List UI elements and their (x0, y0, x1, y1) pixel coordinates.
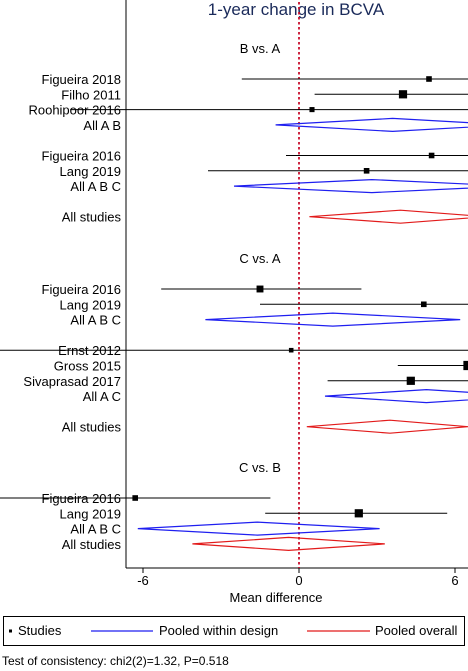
pooled-design-diamond (233, 178, 468, 194)
row-label: Figueira 2016 (42, 282, 122, 297)
row-label: All studies (62, 210, 122, 225)
row-label: All A B (83, 118, 121, 133)
study-point (426, 76, 432, 82)
pooled-overall-diamond (309, 209, 468, 224)
study-point (354, 509, 363, 518)
study-point (132, 495, 138, 501)
study-point (428, 152, 435, 159)
row-label: All A B C (70, 522, 121, 537)
chart-title: 1-year change in BCVA (208, 0, 385, 19)
study-point (256, 285, 264, 293)
row-label: Lang 2019 (60, 297, 121, 312)
study-point (309, 107, 315, 113)
row-label: Lang 2019 (60, 506, 121, 521)
row-label: Lang 2019 (60, 164, 121, 179)
pooled-design-diamond (205, 312, 461, 327)
section-header: C vs. B (239, 460, 281, 475)
row-label: Gross 2015 (54, 359, 121, 374)
pooled-design-diamond (137, 521, 380, 536)
legend: Studies Pooled within design Pooled over… (3, 616, 465, 646)
x-tick-label: 0 (295, 573, 302, 588)
x-tick-label: 6 (451, 573, 458, 588)
pooled-overall-diamond (192, 536, 385, 552)
pooled-design-diamond (324, 388, 468, 404)
section-header: C vs. A (239, 251, 281, 266)
row-label: Filho 2011 (61, 87, 121, 102)
pooled-overall-diamond (306, 419, 468, 434)
row-label: Sivaprasad 2017 (23, 374, 121, 389)
row-label: All studies (62, 420, 122, 435)
study-point (406, 376, 415, 385)
study-point (421, 301, 427, 308)
study-point (463, 360, 468, 371)
x-tick-label: -6 (137, 573, 149, 588)
row-label: Figueira 2016 (42, 149, 122, 164)
x-axis-label: Mean difference (230, 590, 323, 605)
row-label: All studies (62, 537, 122, 552)
legend-studies-label: Studies (18, 623, 62, 638)
legend-pooled-overall-label: Pooled overall (375, 623, 457, 638)
section-header: B vs. A (240, 41, 281, 56)
consistency-test-note: Test of consistency: chi2(2)=1.32, P=0.5… (2, 654, 229, 668)
legend-study-marker (9, 629, 12, 633)
legend-pooled-design-label: Pooled within design (159, 623, 278, 638)
row-label: All A B C (70, 313, 121, 328)
row-label: All A C (83, 389, 121, 404)
row-label: Figueira 2018 (42, 72, 122, 87)
study-point (288, 347, 294, 353)
row-label: All A B C (70, 179, 121, 194)
study-point (398, 90, 408, 99)
pooled-design-diamond (275, 117, 468, 133)
study-point (363, 168, 370, 174)
